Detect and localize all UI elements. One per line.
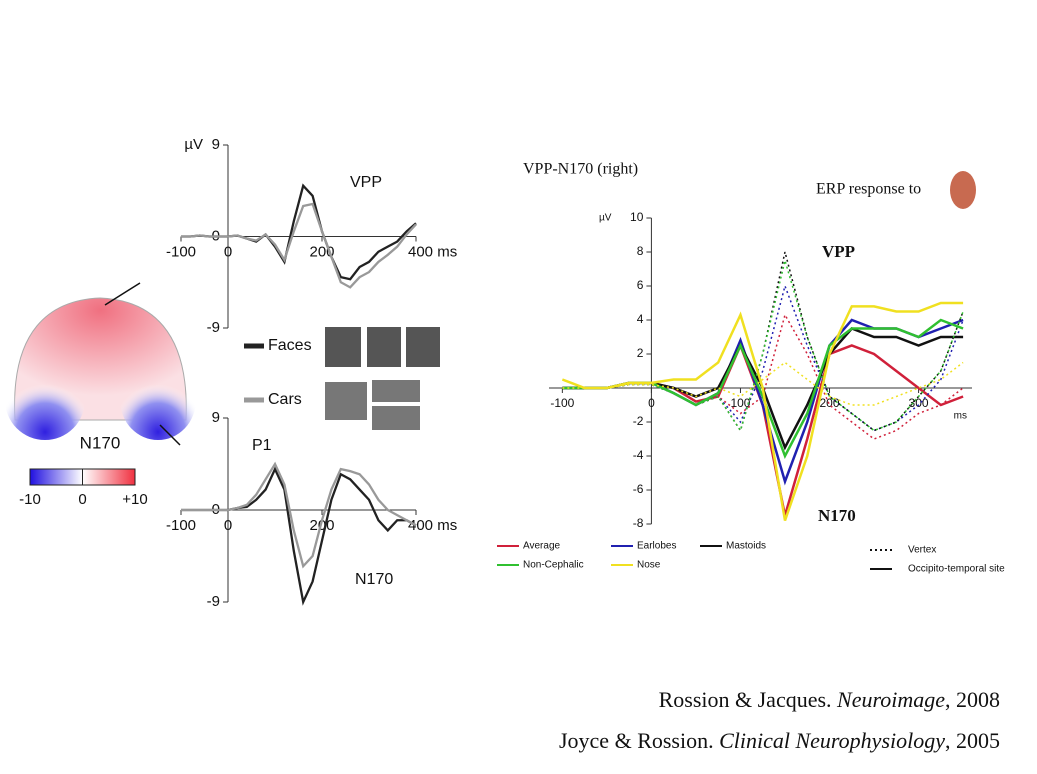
legend-label: Faces [268,337,312,354]
stimuli: Faces Cars [244,327,440,430]
x-tick-label: -100 [166,517,196,534]
citations: Rossion & Jacques. Neuroimage, 2008 Joyc… [559,687,1000,753]
y-label: µV [599,213,612,224]
y-tick-label: 4 [637,312,644,326]
y-tick-label: -9 [207,319,220,336]
car-image [372,380,420,402]
legend-label: Earlobes [637,541,676,552]
legend-label: Vertex [908,545,936,556]
authors: Joyce & Rossion. [559,728,714,753]
series-line [181,461,417,569]
arrow [159,424,181,446]
annotation: N170 [355,571,393,588]
vertex-line [562,257,964,433]
colorbar-label: -10 [19,491,41,508]
vertex-line [562,283,964,432]
annotation: P1 [252,437,272,454]
neg-right [120,360,196,440]
y-tick-label: -9 [207,593,220,610]
car-image [372,406,420,430]
colorbar-label: 0 [78,491,86,508]
y-tick-label: 8 [637,244,644,258]
x-tick-label: 0 [648,396,655,410]
face-icon [950,171,976,209]
legend-label: Non-Cephalic [523,560,584,571]
y-tick-label: 9 [212,136,220,153]
legend-label: Mastoids [726,541,766,552]
x-label: ms [954,411,967,422]
x-tick-label: 200 [820,396,840,410]
y-tick-label: -8 [633,516,644,530]
series-line [561,301,964,522]
series-line [181,202,417,289]
face-image [406,327,440,367]
y-tick-label: -4 [633,448,644,462]
neg-left [5,360,85,440]
y-tick-label: 10 [630,210,644,224]
annotation: N170 [818,506,856,525]
authors: Rossion & Jacques. [659,687,832,712]
y-tick-label: 2 [637,346,644,360]
citation: Rossion & Jacques. Neuroimage, 2008 [659,687,1000,712]
annotation: VPP [350,174,382,191]
annotation: VPP [822,242,855,261]
chart-title: VPP-N170 (right) [523,161,638,178]
y-tick-label: -2 [633,414,644,428]
x-tick-label: 0 [224,243,232,260]
face-image [325,327,361,367]
topomap: N170 [5,282,196,486]
y-tick-label: -6 [633,482,644,496]
x-tick-label: 0 [224,517,232,534]
x-tick-label: 100 [730,396,750,410]
legend-label: Nose [637,560,661,571]
face-image [367,327,401,367]
citation: Joyce & Rossion. Clinical Neurophysiolog… [559,728,1000,753]
arrow [104,282,141,306]
colorbar-label: +10 [122,491,147,508]
series-line [562,318,964,486]
car-image [325,382,367,420]
legend-label: Cars [268,391,302,408]
x-tick-label: 200 [309,517,334,534]
y-tick-label: 6 [637,278,644,292]
x-tick-label: 400 ms [408,243,457,260]
year: , 2005 [945,728,1000,753]
x-tick-label: 400 ms [408,517,457,534]
legend-label: Occipito-temporal site [908,564,1005,575]
year: , 2008 [945,687,1000,712]
x-tick-label: -100 [166,243,196,260]
legend-label: Average [523,541,561,552]
note: ERP response to [816,181,921,198]
y-tick-label: 9 [212,409,220,426]
journal: Clinical Neurophysiology [719,728,945,753]
x-tick-label: -100 [550,396,574,410]
x-tick-label: 300 [909,396,929,410]
topomap-title: N170 [80,433,121,452]
journal: Neuroimage [836,687,945,712]
y-label: µV [184,136,203,153]
vertex-line [562,361,964,406]
